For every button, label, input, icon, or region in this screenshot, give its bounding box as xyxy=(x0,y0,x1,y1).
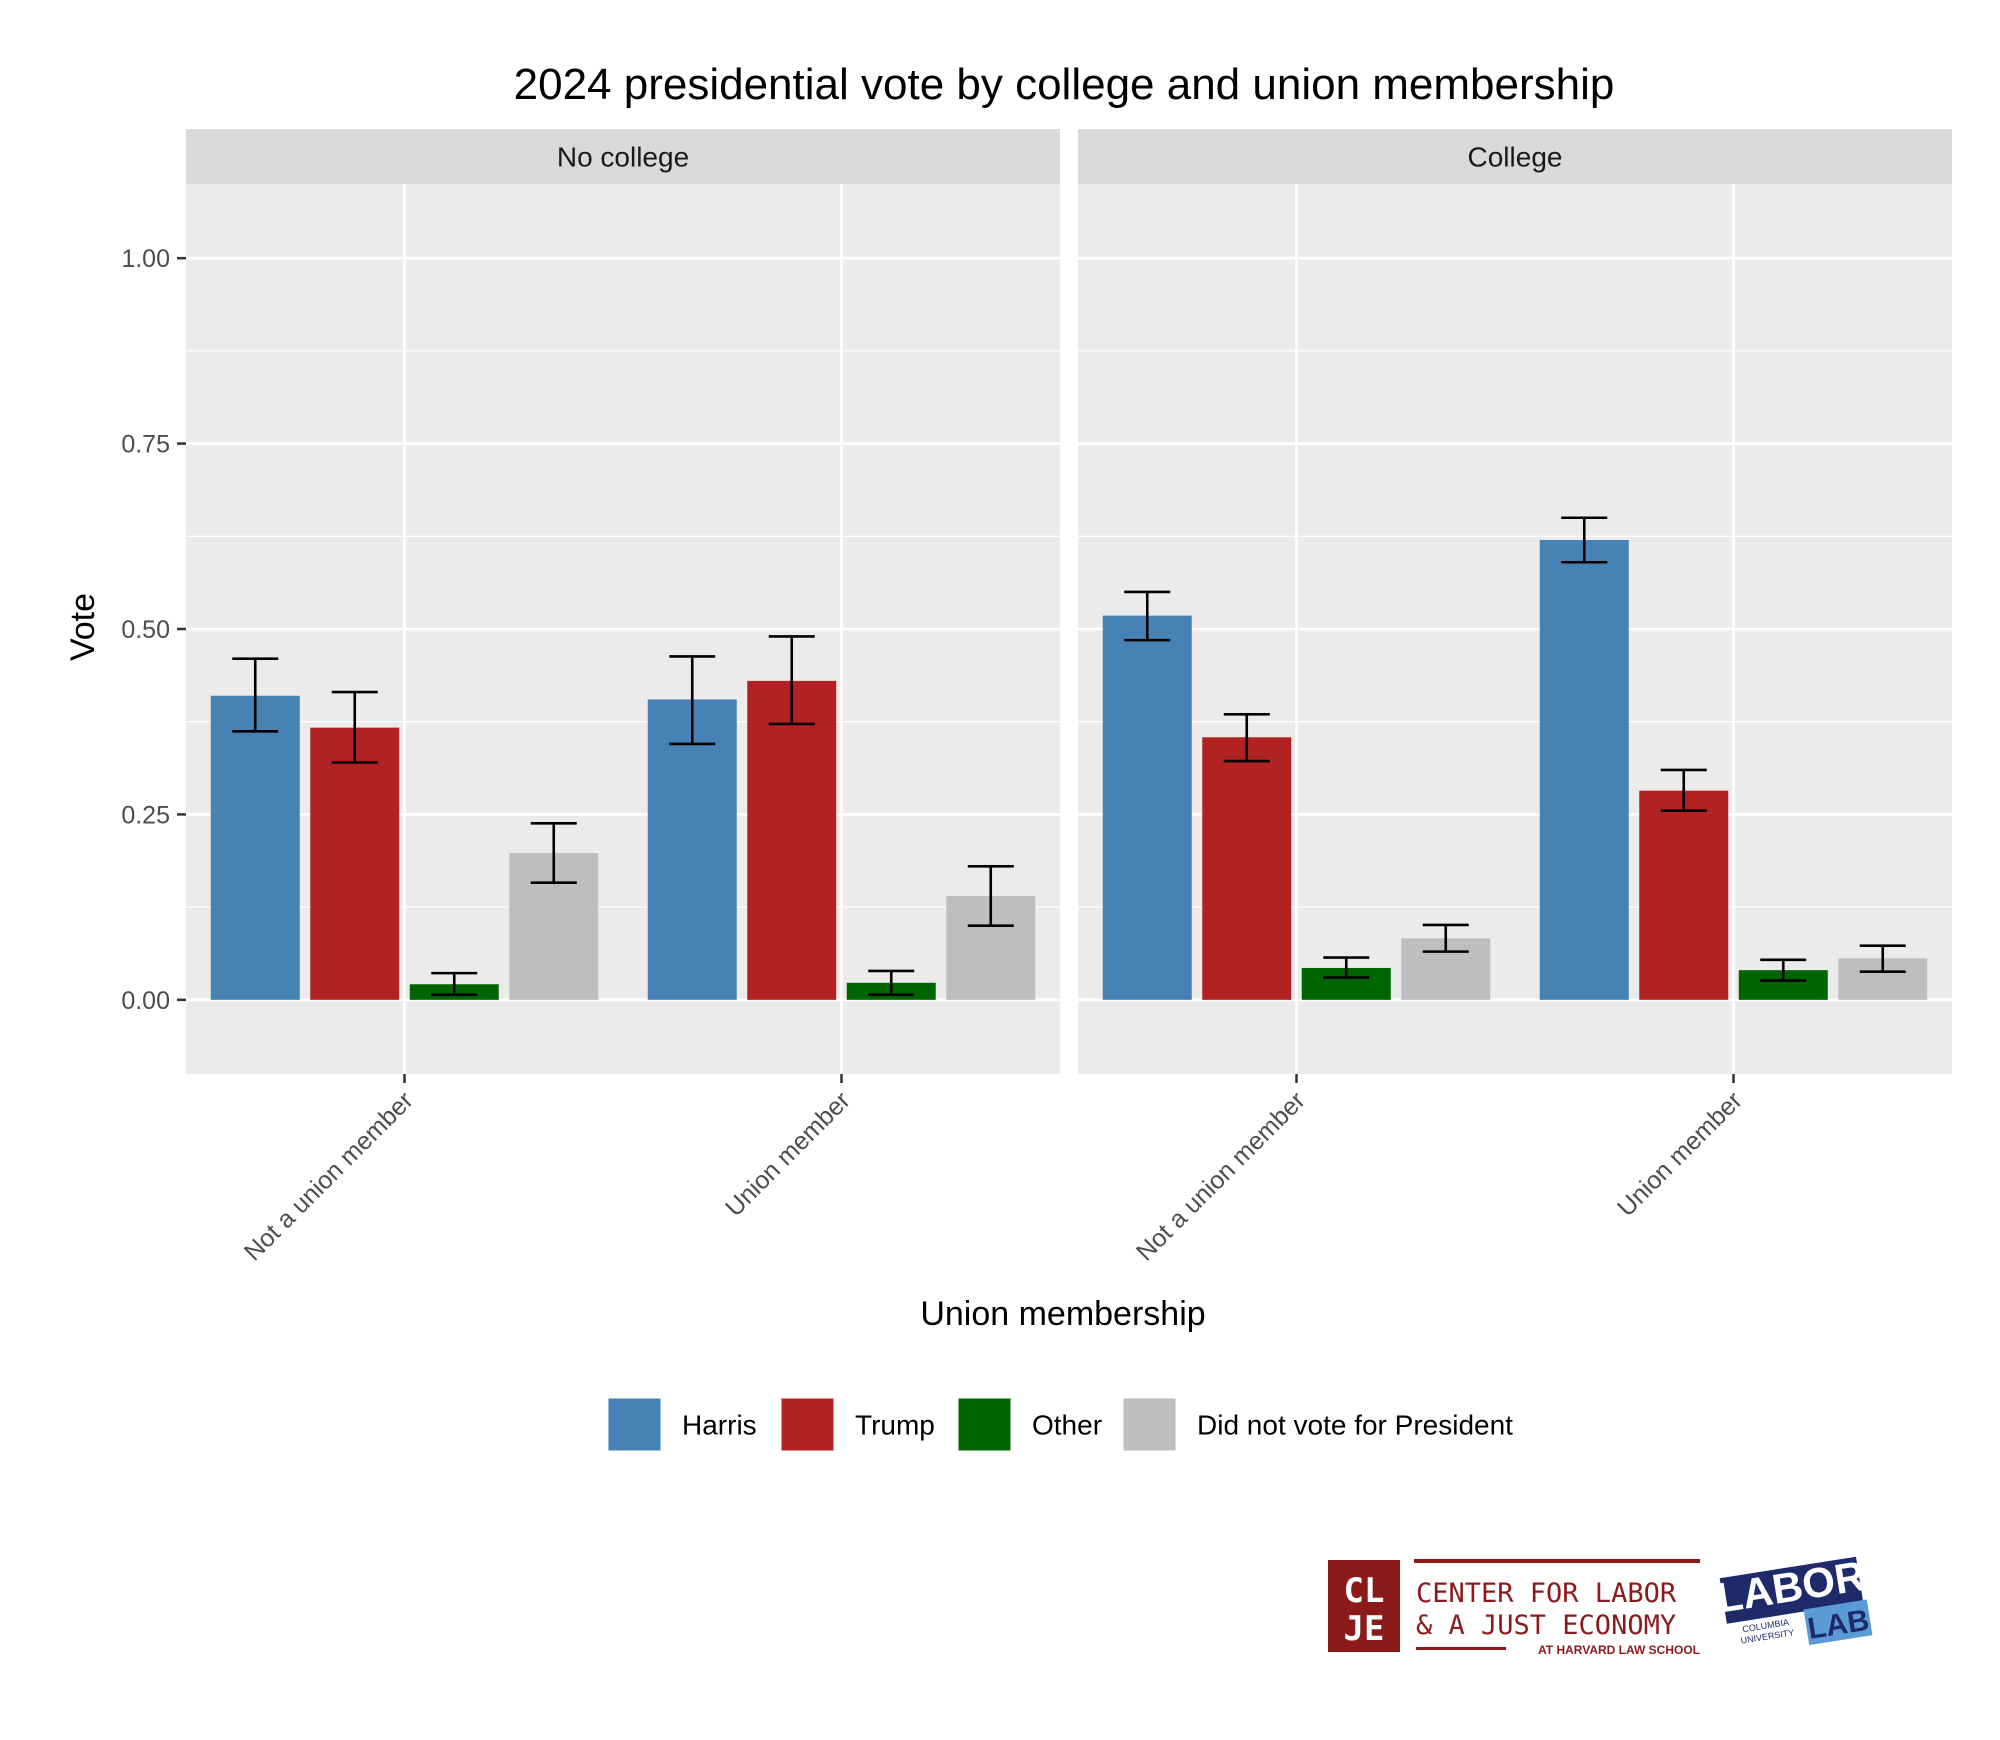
error-bar xyxy=(1660,768,1707,813)
legend-item: Harris xyxy=(605,1395,757,1454)
clje-logo-letters-top: CL xyxy=(1344,1571,1385,1611)
error-bar xyxy=(1323,956,1370,979)
panel-strip-label: College xyxy=(1468,142,1563,173)
y-axis-title: Vote xyxy=(64,593,102,661)
y-tick-label: 0.00 xyxy=(121,987,170,1015)
x-axis-title: Union membership xyxy=(920,1295,1205,1333)
error-bar xyxy=(1124,590,1171,642)
error-bar xyxy=(331,690,378,764)
panel-strip xyxy=(186,129,1060,184)
x-tick-label: Union member xyxy=(1612,1086,1748,1222)
legend-label: Harris xyxy=(682,1410,757,1441)
y-tick-label: 0.75 xyxy=(121,431,170,459)
legend-key xyxy=(778,1395,837,1454)
error-bar xyxy=(868,969,915,996)
error-bar xyxy=(431,971,478,996)
legend-key xyxy=(605,1395,664,1454)
x-tick-label: Not a union member xyxy=(1131,1086,1311,1266)
error-bar xyxy=(1561,516,1608,564)
y-axis: 0.00 0.25 0.50 0.75 1.00 xyxy=(121,245,186,1015)
clje-logo: CL JE CENTER FOR LABOR & A JUST ECONOMY … xyxy=(1328,1559,1700,1657)
clje-logo-letters-bottom: JE xyxy=(1344,1609,1385,1649)
bar xyxy=(1102,615,1192,1000)
labor-lab-light-shape xyxy=(1803,1599,1873,1646)
error-bar xyxy=(1422,923,1469,953)
clje-rule-top xyxy=(1414,1559,1700,1563)
error-bar xyxy=(1859,944,1906,973)
legend-item: Other xyxy=(955,1395,1102,1454)
y-tick-label: 1.00 xyxy=(121,245,170,273)
x-tick-label: Union member xyxy=(720,1086,856,1222)
panel-1: No college Not a union member Union member xyxy=(186,129,1060,1266)
legend-label: Trump xyxy=(855,1410,935,1441)
bar xyxy=(310,727,400,1000)
legend-key xyxy=(1120,1395,1179,1454)
bar xyxy=(210,695,300,1000)
error-bar xyxy=(1223,712,1270,763)
error-bar xyxy=(530,822,577,884)
y-tick-label: 0.50 xyxy=(121,616,170,644)
clje-rule-bottom xyxy=(1416,1647,1506,1650)
chart-title: 2024 presidential vote by college and un… xyxy=(514,60,1615,109)
legend-item: Trump xyxy=(778,1395,935,1454)
x-tick-label: Not a union member xyxy=(239,1086,419,1266)
panel-strip xyxy=(1078,129,1952,184)
y-tick-label: 0.25 xyxy=(121,801,170,829)
bar xyxy=(1539,540,1629,1000)
clje-line2: & A JUST ECONOMY xyxy=(1416,1610,1676,1641)
error-bar xyxy=(1760,958,1807,982)
clje-line1: CENTER FOR LABOR xyxy=(1416,1578,1677,1609)
legend-label: Other xyxy=(1032,1410,1102,1441)
error-bar xyxy=(232,657,279,733)
legend: Harris Trump Other Did not vote for Preside… xyxy=(605,1395,1513,1454)
clje-logo-box xyxy=(1328,1560,1400,1652)
error-bar xyxy=(967,865,1014,927)
bar xyxy=(1202,737,1292,1000)
labor-lab-logo: LABOR LAB COLUMBIA UNIVERSITY xyxy=(1713,1552,1873,1646)
panel-strip-label: No college xyxy=(557,142,689,173)
legend-item: Did not vote for President xyxy=(1120,1395,1513,1454)
clje-line3: AT HARVARD LAW SCHOOL xyxy=(1538,1643,1700,1657)
bar xyxy=(1639,790,1729,1000)
panels: No college Not a union member Union member… xyxy=(121,129,1952,1266)
bar xyxy=(747,680,837,1000)
legend-key xyxy=(955,1395,1014,1454)
legend-label: Did not vote for President xyxy=(1197,1410,1513,1441)
bar xyxy=(647,699,737,1000)
error-bar xyxy=(768,635,815,726)
error-bar xyxy=(669,655,716,746)
panel-2: College Not a union member Union member xyxy=(1078,129,1952,1266)
